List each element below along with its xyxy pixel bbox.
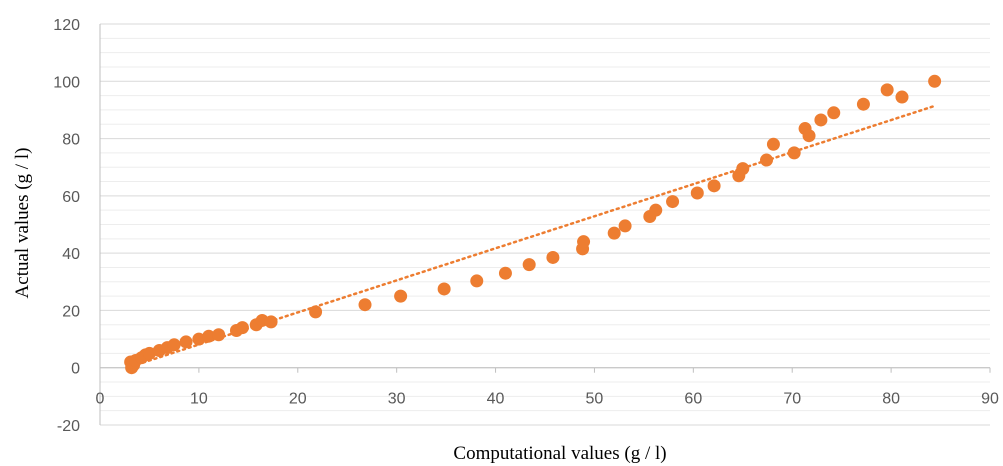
- x-tick-label: 90: [981, 391, 999, 408]
- y-axis-title: Actual values (g / l): [12, 148, 33, 299]
- x-tick-label: 60: [684, 391, 702, 408]
- axes: [99, 24, 991, 425]
- tick-labels: -20 0 20 40 60 80 100 120 0 10 20 30 40 50 60 70 80 90: [53, 17, 999, 435]
- data-point: [666, 195, 680, 209]
- data-point: [760, 153, 774, 167]
- data-point: [607, 226, 621, 240]
- x-axis-title: Computational values (g / l): [453, 443, 666, 464]
- data-point: [736, 162, 750, 176]
- data-point: [827, 106, 841, 120]
- y-tick-label: 0: [71, 361, 80, 378]
- data-point: [802, 129, 816, 143]
- data-point: [707, 179, 721, 193]
- data-point: [167, 338, 181, 352]
- data-point: [928, 74, 942, 88]
- data-point: [212, 328, 226, 342]
- data-point: [142, 346, 156, 360]
- y-tick-label: 100: [53, 74, 80, 91]
- x-tick-label: 0: [96, 391, 105, 408]
- data-point: [787, 146, 801, 160]
- data-point: [437, 282, 451, 296]
- data-point: [856, 97, 870, 111]
- data-point: [179, 335, 193, 349]
- data-point: [766, 137, 780, 151]
- data-point: [577, 235, 591, 249]
- gridlines: [100, 23, 990, 426]
- data-points: [124, 74, 942, 375]
- data-point: [394, 289, 408, 303]
- y-tick-label: -20: [57, 418, 80, 435]
- data-point: [895, 90, 909, 104]
- data-point: [546, 250, 560, 264]
- data-point: [264, 315, 278, 329]
- data-point: [522, 258, 536, 272]
- data-point: [192, 332, 206, 346]
- x-tick-label: 20: [289, 391, 307, 408]
- x-tick-label: 50: [586, 391, 604, 408]
- x-tick-label: 40: [487, 391, 505, 408]
- data-point: [309, 305, 323, 319]
- data-point: [690, 186, 704, 200]
- data-point: [202, 329, 216, 343]
- data-point: [358, 298, 372, 312]
- y-tick-label: 80: [62, 132, 80, 149]
- data-point: [470, 274, 484, 288]
- x-tick-label: 80: [882, 391, 900, 408]
- data-point: [649, 203, 663, 217]
- x-tick-label: 70: [783, 391, 801, 408]
- y-tick-label: 120: [53, 17, 80, 34]
- y-tick-label: 20: [62, 303, 80, 320]
- x-tick-label: 30: [388, 391, 406, 408]
- data-point: [814, 113, 828, 127]
- y-tick-label: 40: [62, 246, 80, 263]
- y-tick-label: 60: [62, 189, 80, 206]
- data-point: [498, 266, 512, 280]
- x-tick-label: 10: [190, 391, 208, 408]
- data-point: [235, 321, 249, 335]
- data-point: [618, 219, 632, 233]
- data-point: [880, 83, 894, 97]
